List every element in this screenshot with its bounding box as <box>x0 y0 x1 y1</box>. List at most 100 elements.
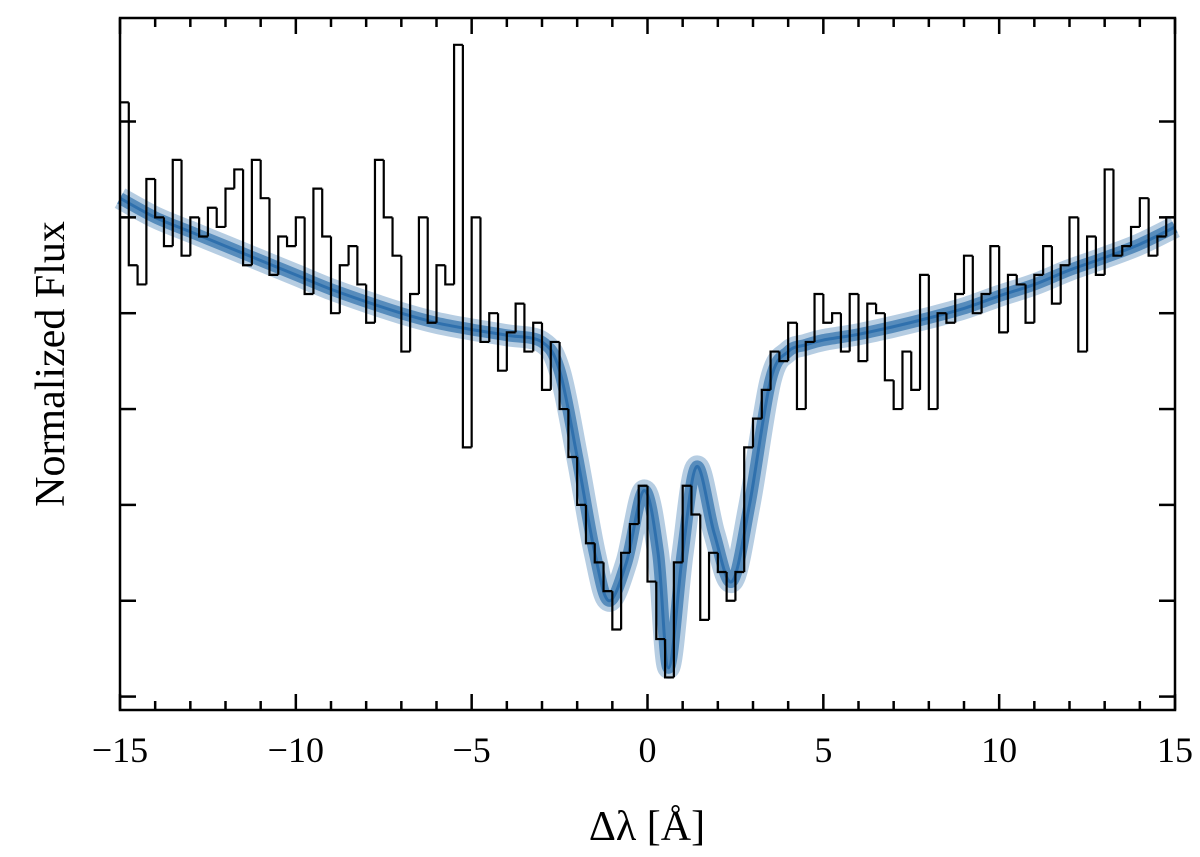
flux-bin <box>787 321 797 362</box>
flux-bin <box>1006 273 1017 333</box>
x-tick-label: −10 <box>268 730 324 770</box>
flux-bin <box>927 274 938 411</box>
flux-bin <box>1068 216 1079 266</box>
flux-bin <box>198 217 208 238</box>
flux-bin <box>154 179 164 219</box>
flux-bin <box>373 158 384 323</box>
flux-bin <box>980 292 991 314</box>
flux-bin <box>716 552 727 574</box>
flux-bin <box>831 312 841 323</box>
flux-bin <box>1112 169 1123 257</box>
flux-bin <box>1103 168 1114 275</box>
x-tick-label: −15 <box>92 730 148 770</box>
flux-bin <box>391 217 402 257</box>
flux-bin <box>1156 235 1167 256</box>
flux-bin <box>532 321 542 352</box>
flux-bin <box>285 236 296 248</box>
flux-bin <box>672 561 683 678</box>
x-tick-label: 0 <box>639 730 657 770</box>
flux-bin <box>312 187 323 295</box>
flux-bin <box>945 313 956 324</box>
flux-bin <box>813 292 824 342</box>
flux-bin <box>417 216 428 295</box>
flux-bin <box>593 543 604 564</box>
flux-bin <box>743 446 753 572</box>
flux-bin <box>751 417 762 448</box>
flux-bin <box>637 484 648 525</box>
flux-bin <box>699 514 710 622</box>
flux-bin <box>540 322 551 391</box>
flux-bin <box>663 639 674 679</box>
flux-bin <box>461 44 472 449</box>
flux-bin <box>602 562 613 593</box>
flux-bin <box>488 312 499 342</box>
flux-bin <box>954 292 964 323</box>
flux-bin <box>962 254 973 295</box>
flux-bin <box>303 217 314 296</box>
x-tick-label: 15 <box>1157 730 1193 770</box>
flux-bin <box>180 159 191 257</box>
flux-bin <box>558 341 569 411</box>
flux-bin <box>681 484 692 563</box>
flux-bin <box>233 168 244 189</box>
flux-bin <box>760 388 771 419</box>
flux-bin <box>989 245 1000 295</box>
flux-bin <box>145 177 156 285</box>
flux-bin <box>690 485 701 516</box>
flux-bin <box>734 570 745 601</box>
flux-bin <box>1033 273 1044 323</box>
flux-bin <box>769 350 780 390</box>
flux-bin <box>127 102 138 267</box>
flux-bin <box>628 522 639 553</box>
flux-bin <box>206 206 217 237</box>
flux-bin <box>470 216 481 448</box>
flux-bin <box>822 294 833 324</box>
flux-bin <box>1077 217 1088 353</box>
flux-bin <box>611 591 622 631</box>
flux-bin <box>400 255 411 353</box>
flux-bin <box>725 571 736 602</box>
flux-bin <box>883 313 894 382</box>
flux-bin <box>426 217 437 324</box>
flux-bin <box>778 351 789 363</box>
flux-bin <box>523 303 534 353</box>
flux-bin <box>356 246 367 286</box>
flux-bin <box>496 313 507 372</box>
flux-bin <box>1129 225 1140 247</box>
flux-bin <box>549 340 560 390</box>
flux-bin <box>874 303 885 315</box>
flux-bin <box>1024 284 1035 324</box>
flux-bin <box>136 265 147 286</box>
flux-bin <box>277 235 288 275</box>
flux-bin <box>892 380 903 411</box>
flux-bin <box>409 292 419 352</box>
flux-bin <box>1147 198 1158 257</box>
flux-bin <box>857 294 868 363</box>
flux-bin <box>444 265 455 286</box>
flux-bin <box>365 284 375 324</box>
flux-bin <box>259 159 270 200</box>
x-tick-label: −5 <box>453 730 491 770</box>
flux-bin <box>804 340 815 410</box>
flux-bin <box>241 169 252 267</box>
flux-bin <box>479 217 490 344</box>
flux-bin <box>1059 264 1070 304</box>
flux-bin <box>1085 235 1096 352</box>
flux-bin <box>1121 245 1132 256</box>
flux-bin <box>505 331 516 371</box>
flux-bin <box>1015 274 1026 286</box>
flux-bin <box>189 216 200 256</box>
flux-bin <box>567 409 578 459</box>
flux-bin <box>584 504 595 545</box>
flux-bin <box>321 188 331 238</box>
flux-bin <box>866 302 877 362</box>
flux-bin <box>1138 197 1149 227</box>
flux-bin <box>250 158 261 266</box>
flux-bin <box>162 217 173 248</box>
flux-bin <box>268 198 279 276</box>
flux-bin <box>901 350 912 410</box>
flux-bin <box>910 351 921 391</box>
y-axis-label: Normalized Flux <box>28 221 74 507</box>
flux-bin <box>839 313 850 353</box>
